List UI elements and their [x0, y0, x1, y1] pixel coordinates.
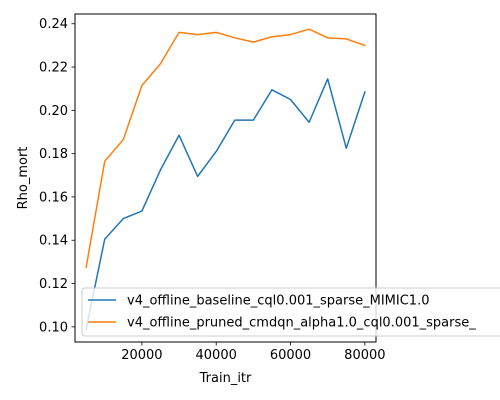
legend: v4_offline_baseline_cql0.001_sparse_MIMI…	[81, 287, 500, 337]
legend-label-2: v4_offline_pruned_cmdqn_alpha1.0_cql0.00…	[127, 316, 476, 331]
x-tick-label: 20000	[121, 348, 162, 363]
y-tick-label: 0.20	[39, 104, 68, 119]
y-tick-label: 0.12	[39, 277, 68, 292]
legend-label-1: v4_offline_baseline_cql0.001_sparse_MIMI…	[127, 294, 429, 309]
y-tick-label: 0.10	[39, 320, 68, 335]
x-tick-label: 80000	[344, 348, 385, 363]
y-axis: 0.10 0.12 0.14 0.16 0.18 0.20 0.22 0.24	[39, 17, 75, 335]
x-tick-label: 40000	[196, 348, 237, 363]
legend-box	[81, 287, 500, 337]
y-tick-label: 0.22	[39, 61, 68, 76]
series-line-2	[85, 28, 366, 269]
y-axis-label: Rho_mort	[16, 147, 31, 210]
x-axis: 20000 40000 60000 80000	[121, 342, 386, 363]
x-tick-label: 60000	[270, 348, 311, 363]
y-tick-label: 0.24	[39, 17, 68, 32]
y-tick-label: 0.14	[39, 234, 68, 249]
y-tick-label: 0.16	[39, 190, 68, 205]
y-tick-label: 0.18	[39, 147, 68, 162]
plot-area-frame	[74, 13, 377, 343]
series-line-1	[85, 78, 366, 330]
x-axis-label: Train_itr	[199, 371, 252, 386]
series-layer	[85, 28, 366, 330]
